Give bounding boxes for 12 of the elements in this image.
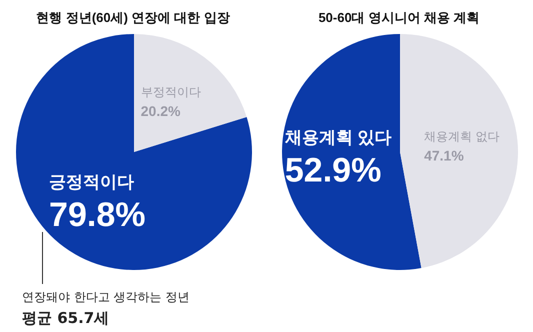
slice-label: 채용계획 있다 [284, 128, 392, 148]
data-label: 52.9% [284, 152, 382, 190]
slice-label: 부정적이다 [140, 85, 201, 100]
chart-title: 50-60대 영시니어 채용 계획 [318, 10, 480, 25]
chart-title: 현행 정년(60세) 연장에 대한 입장 [36, 10, 230, 25]
text: 연장돼야 한다고 생각하는 정년 [22, 289, 190, 306]
data-label: 47.1% [424, 147, 464, 164]
data-label: 20.2% [140, 103, 182, 120]
text: 평균 65.7세 [22, 309, 110, 328]
slice-label: 채용계획 없다 [424, 129, 500, 144]
data-label: 79.8% [49, 196, 146, 234]
slice-label: 긍정적이다 [49, 172, 134, 192]
